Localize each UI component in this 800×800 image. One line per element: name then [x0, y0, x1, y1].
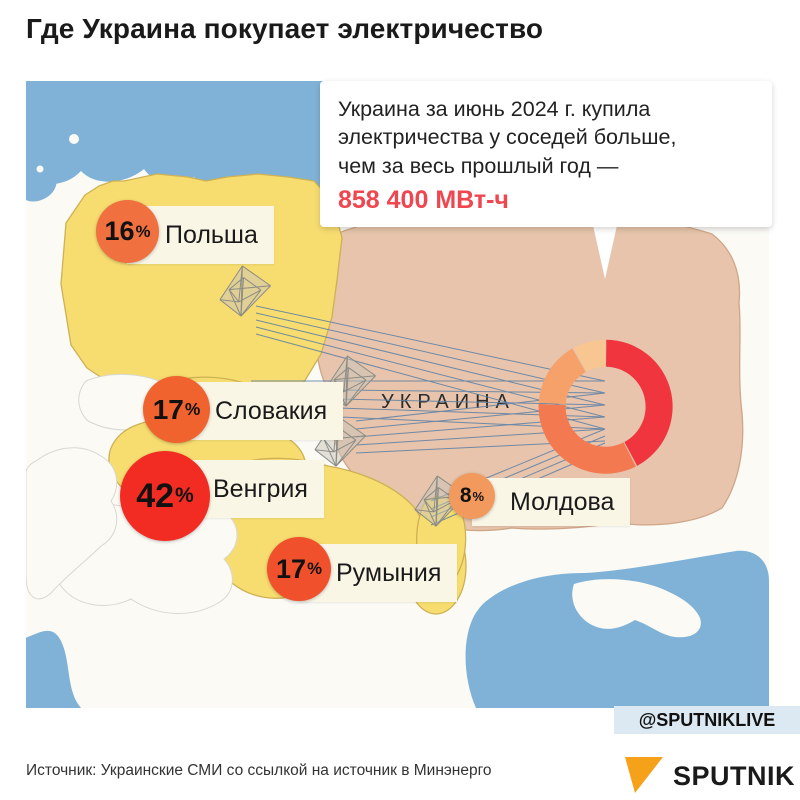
svg-text:SPUTNIK: SPUTNIK — [673, 761, 795, 791]
